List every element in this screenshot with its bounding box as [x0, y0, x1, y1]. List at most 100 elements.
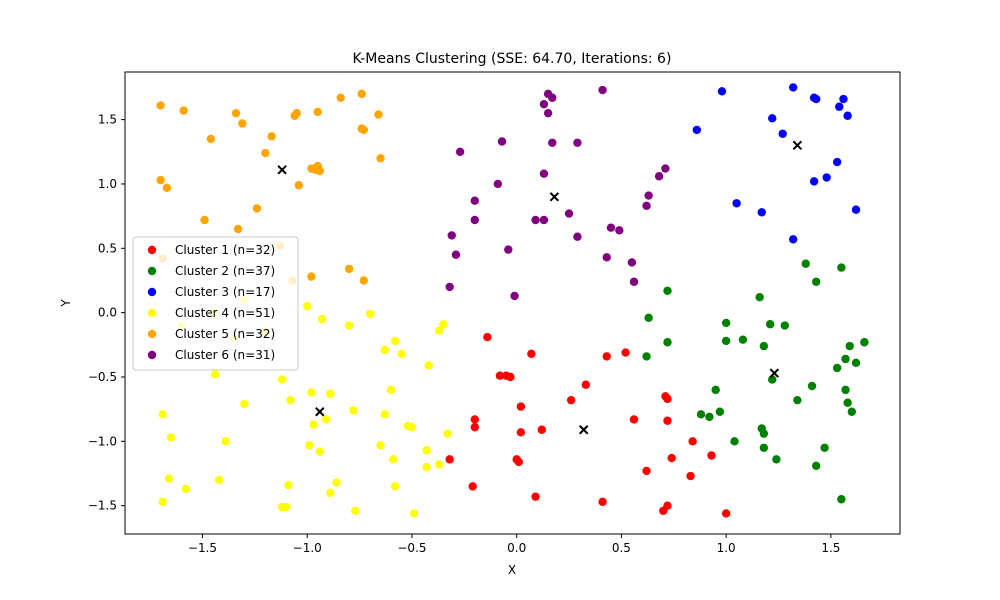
cluster-4-point	[422, 462, 431, 472]
cluster-5-point	[162, 183, 172, 193]
cluster-4-point	[439, 320, 448, 329]
centroid-marker	[769, 368, 780, 378]
cluster-4-point	[434, 326, 444, 335]
cluster-4-point	[397, 349, 406, 359]
legend-label: Cluster 5 (n=32)	[175, 327, 275, 341]
legend-marker	[147, 266, 157, 276]
cluster-6-point	[445, 282, 454, 292]
plot-frame	[124, 71, 901, 535]
cluster-4-point	[221, 437, 230, 446]
cluster-2-point	[860, 338, 869, 347]
cluster-2-point	[801, 259, 810, 268]
cluster-6-point	[573, 232, 582, 241]
cluster-4-point	[307, 388, 316, 397]
cluster-2-point	[793, 395, 802, 405]
cluster-3-point	[788, 235, 798, 244]
cluster-4-point	[376, 441, 385, 450]
y-tick-label: −1.0	[88, 434, 117, 448]
legend-marker	[147, 350, 157, 360]
y-tick-label: 0.0	[98, 306, 117, 320]
cluster-5-point	[238, 119, 247, 128]
cluster-1-point	[470, 415, 479, 424]
cluster-6-point	[598, 85, 607, 95]
cluster-6-point	[447, 231, 456, 240]
cluster-6-point	[629, 277, 639, 286]
cluster-2-point	[663, 338, 672, 347]
x-tick-label: 0.5	[612, 541, 631, 555]
centroid-marker	[792, 140, 803, 151]
cluster-4-point	[326, 389, 335, 398]
cluster-1-point	[566, 395, 576, 405]
cluster-3-point	[778, 129, 787, 138]
cluster-2-point	[642, 352, 651, 361]
centroid-marker	[549, 192, 560, 202]
cluster-1-point	[663, 501, 672, 510]
cluster-5-point	[200, 215, 209, 225]
cluster-4-point	[277, 502, 287, 512]
cluster-1-point	[483, 332, 492, 342]
cluster-4-point	[380, 410, 389, 419]
cluster-3-point	[812, 94, 821, 104]
cluster-4-point	[409, 509, 419, 518]
centroid-marker	[315, 407, 325, 417]
cluster-4-point	[344, 321, 354, 330]
cluster-1-point	[598, 497, 607, 507]
centroid-marker	[579, 425, 589, 435]
legend-marker	[147, 245, 157, 255]
cluster-2-point	[696, 410, 706, 419]
cluster-2-point	[820, 443, 829, 452]
legend-label: Cluster 1 (n=32)	[175, 243, 275, 257]
cluster-2-point	[705, 412, 714, 422]
cluster-5-point	[233, 224, 243, 234]
cluster-2-point	[759, 341, 769, 351]
cluster-1-point	[688, 437, 697, 446]
cluster-3-point	[835, 102, 844, 111]
cluster-2-point	[759, 443, 769, 452]
cluster-4-point	[158, 410, 167, 419]
cluster-4-point	[326, 488, 335, 498]
cluster-5-point	[156, 101, 165, 110]
cluster-1-point	[516, 428, 526, 437]
cluster-5-point	[336, 93, 345, 102]
cluster-4-point	[284, 480, 293, 490]
y-tick-label: −0.5	[88, 370, 117, 384]
cluster-4-point	[181, 484, 190, 494]
cluster-5-point	[359, 276, 368, 285]
cluster-4-point	[391, 336, 400, 346]
cluster-2-point	[663, 286, 672, 295]
y-axis-label: Y	[59, 299, 73, 308]
cluster-3-point	[851, 205, 861, 214]
cluster-4-point	[317, 314, 327, 324]
legend-marker	[147, 308, 157, 318]
x-tick-label: −1.5	[188, 541, 217, 555]
cluster-4-point	[365, 309, 375, 319]
cluster-2-point	[755, 293, 764, 302]
cluster-2-point	[759, 429, 769, 438]
cluster-2-point	[730, 437, 739, 446]
cluster-3-point	[839, 94, 848, 104]
y-tick-label: −1.5	[88, 499, 117, 513]
cluster-6-point	[606, 223, 616, 232]
legend-marker	[147, 287, 157, 297]
cluster-6-point	[644, 191, 653, 200]
cluster-2-point	[780, 321, 789, 330]
cluster-6-point	[615, 226, 624, 235]
cluster-1-point	[516, 402, 526, 411]
cluster-2-point	[644, 313, 653, 322]
x-tick-label: −0.5	[397, 541, 426, 555]
cluster-4-point	[240, 399, 249, 409]
cluster-1-point	[445, 455, 454, 464]
cluster-6-point	[451, 250, 461, 259]
cluster-2-point	[837, 263, 846, 272]
cluster-5-point	[206, 134, 216, 144]
y-tick-label: 1.5	[98, 113, 117, 127]
cluster-1-point	[495, 371, 505, 380]
cluster-5-point	[292, 108, 301, 118]
cluster-5-point	[376, 154, 385, 163]
x-axis-ticks: −1.5 −1.0 −0.5 0.0 0.5 1.0 1.5	[188, 534, 840, 555]
cluster-6-point	[642, 201, 651, 211]
legend-label: Cluster 6 (n=31)	[175, 348, 275, 362]
cluster-5-point	[313, 107, 322, 117]
cluster-3-point	[732, 199, 741, 208]
points-layer	[156, 83, 869, 518]
